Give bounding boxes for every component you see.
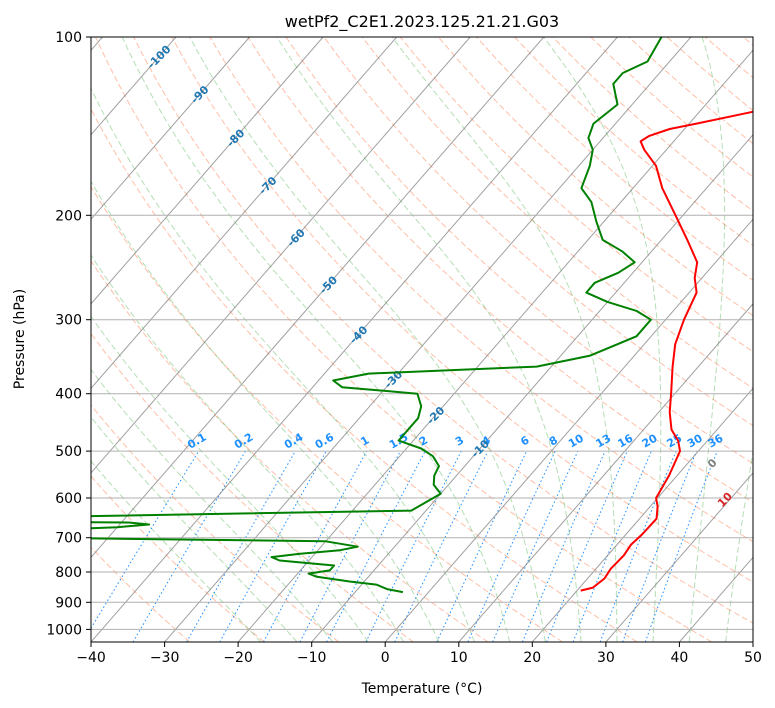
isotherm-line xyxy=(384,218,753,642)
x-tick-label: 10 xyxy=(450,650,468,666)
y-tick-label: 600 xyxy=(55,491,82,507)
moist-adiabat xyxy=(391,37,618,642)
x-tick-label: 0 xyxy=(381,650,390,666)
y-tick-label: 500 xyxy=(55,444,82,460)
x-axis: −40 −30 −20 −10 0 10 20 30 40 50 xyxy=(76,642,762,666)
y-axis-title: Pressure (hPa) xyxy=(12,289,28,389)
dry-adiabat xyxy=(438,37,753,317)
dry-adiabat xyxy=(399,37,753,353)
mixing-ratio-line xyxy=(546,450,628,642)
x-tick-label: 20 xyxy=(523,650,541,666)
moist-adiabat xyxy=(543,37,662,642)
y-tick-label: 900 xyxy=(55,595,82,611)
isotherm-line xyxy=(91,37,398,390)
dry-adiabat xyxy=(91,260,489,642)
mixing-ratio-line xyxy=(522,450,606,642)
moist-adiabat xyxy=(121,37,511,642)
sounding-profiles xyxy=(91,37,753,594)
moist-adiabat xyxy=(725,448,753,642)
dry-adiabat xyxy=(95,37,713,642)
mixing-ratio-line xyxy=(299,450,401,642)
moist-adiabat xyxy=(91,460,262,642)
mixing-ratio-line xyxy=(91,450,200,630)
moist-adiabat xyxy=(688,37,726,642)
y-tick-label: 800 xyxy=(55,565,82,581)
isotherm-line xyxy=(458,303,753,642)
y-axis: 100 200 300 400 500 600 700 800 900 1000 xyxy=(46,30,91,638)
y-tick-label: 1000 xyxy=(46,622,82,638)
plot-frame xyxy=(90,36,754,643)
moist-adiabat xyxy=(91,416,298,642)
dewpoint-profile xyxy=(91,37,663,594)
y-tick-label: 700 xyxy=(55,531,82,547)
x-tick-label: −40 xyxy=(76,650,106,666)
dry-adiabat xyxy=(91,185,563,642)
mixing-ratio-line xyxy=(622,450,698,642)
y-tick-label: 200 xyxy=(55,208,82,224)
x-tick-label: −10 xyxy=(297,650,327,666)
dry-adiabat xyxy=(91,404,340,642)
temperature-profile xyxy=(580,110,753,592)
moist-adiabat xyxy=(91,87,475,642)
y-tick-label: 100 xyxy=(55,30,82,46)
isotherm-line xyxy=(91,37,471,474)
moist-adiabat xyxy=(91,180,440,642)
mixing-ratio-line xyxy=(644,450,718,642)
mixing-ratio-line xyxy=(572,450,652,642)
isotherm-line xyxy=(531,387,753,642)
dry-adiabat xyxy=(91,108,638,642)
dry-adiabat xyxy=(91,475,265,642)
x-tick-label: 50 xyxy=(744,650,762,666)
mixing-ratio-line xyxy=(599,450,677,642)
y-tick-label: 400 xyxy=(55,387,82,403)
moist-adiabat xyxy=(91,254,405,642)
isotherm-line xyxy=(91,37,324,305)
moist-adiabat xyxy=(189,37,546,642)
isotherm-line xyxy=(311,133,753,642)
y-tick-label: 300 xyxy=(55,313,82,329)
mixing-ratio-line xyxy=(394,450,489,642)
isotherm-line xyxy=(91,37,545,559)
dry-adiabat xyxy=(323,37,753,427)
x-axis-title: Temperature (°C) xyxy=(361,681,483,697)
isotherm-line xyxy=(91,37,250,221)
background-lines xyxy=(91,37,753,642)
chart-title: wetPf2_C2E1.2023.125.21.21.G03 xyxy=(285,12,559,32)
x-tick-label: −20 xyxy=(223,650,253,666)
dry-adiabat xyxy=(171,37,753,583)
mixing-ratio-line xyxy=(219,450,327,642)
dry-adiabat xyxy=(285,37,753,465)
isotherm-line xyxy=(752,641,753,642)
x-tick-label: 30 xyxy=(597,650,615,666)
dry-adiabat xyxy=(133,37,753,624)
isotherm-line xyxy=(91,37,618,642)
isotherm-line xyxy=(605,472,753,642)
x-tick-label: 40 xyxy=(670,650,688,666)
moist-adiabat xyxy=(91,368,334,642)
x-tick-label: −30 xyxy=(150,650,180,666)
plot-background xyxy=(91,37,753,642)
